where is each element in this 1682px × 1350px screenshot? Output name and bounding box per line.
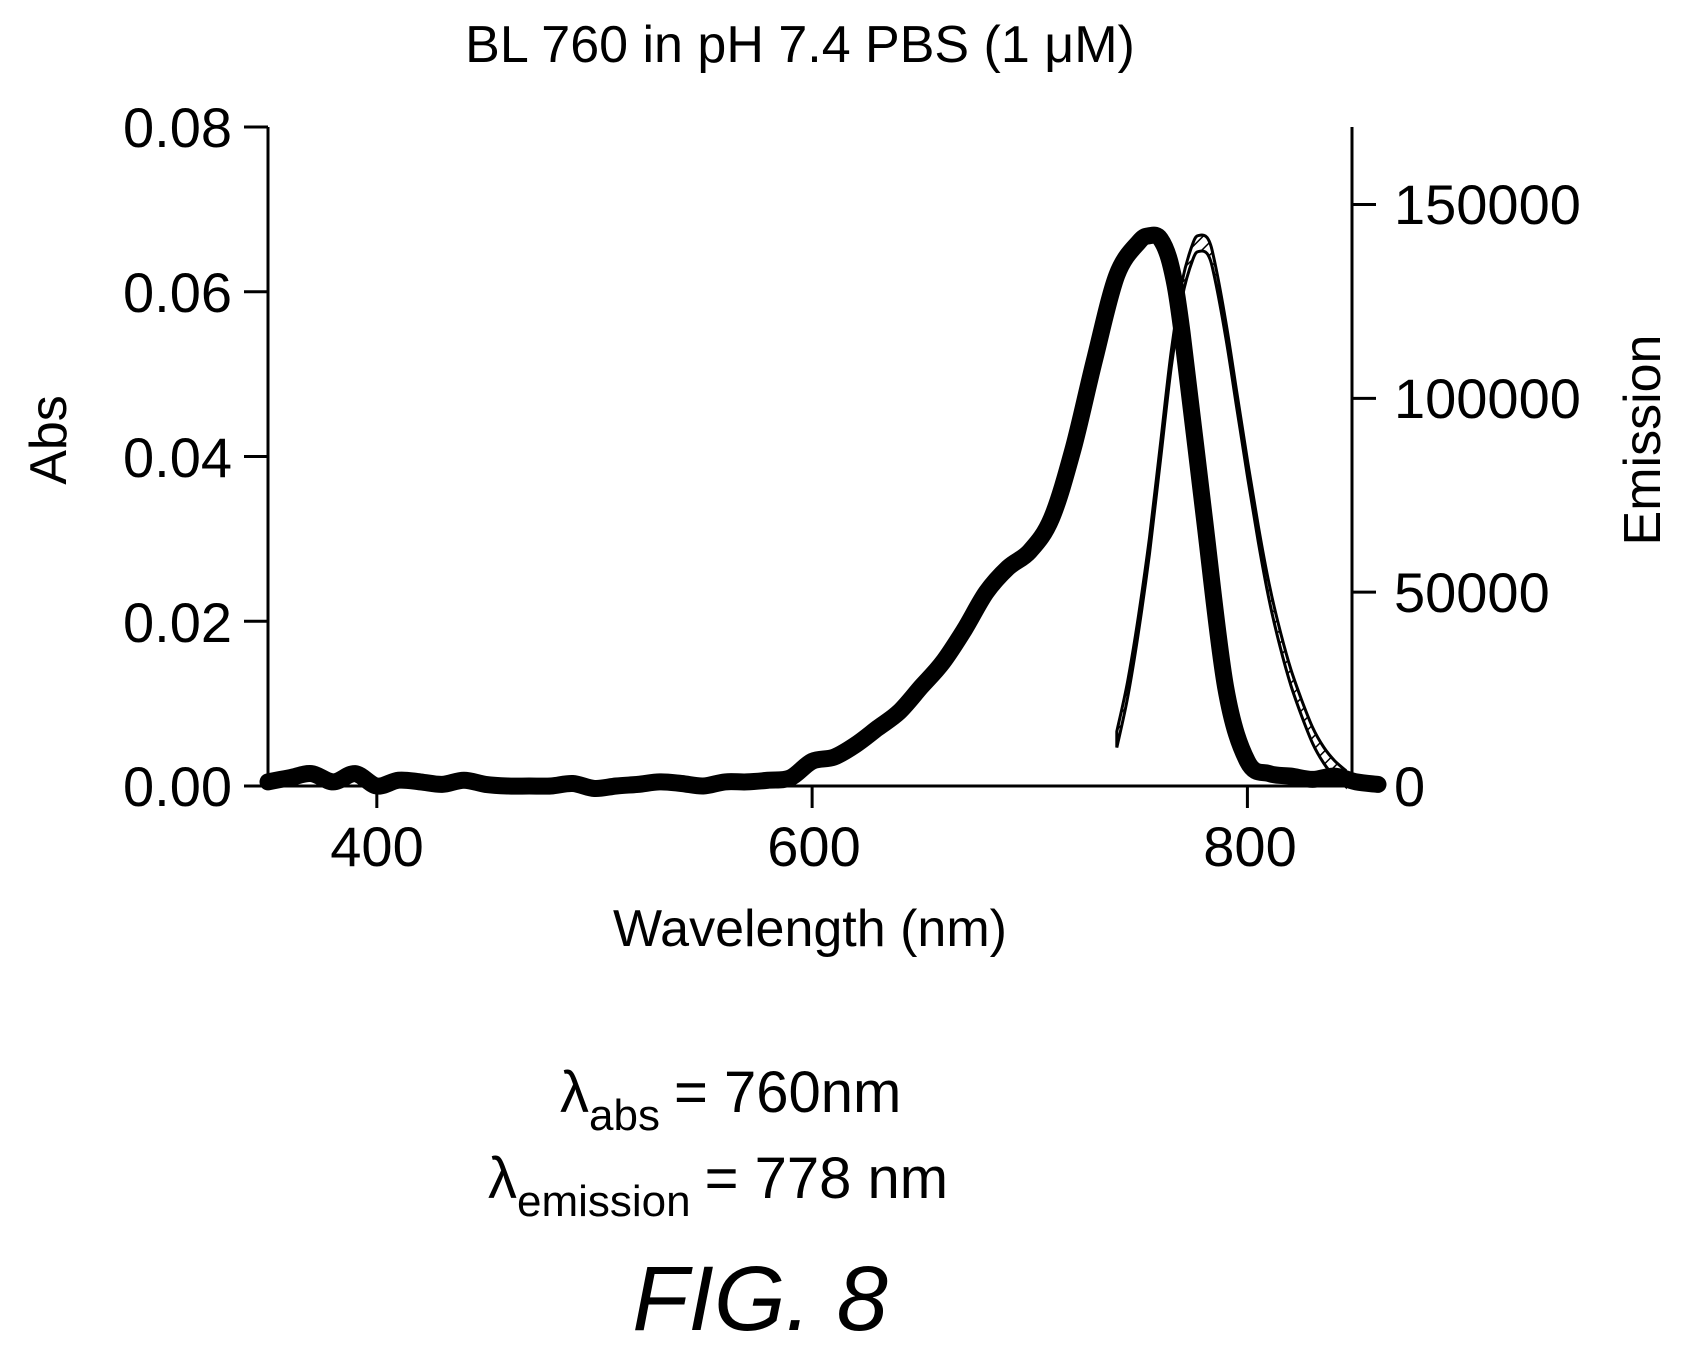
x-tick-label: 400 (330, 815, 423, 878)
abs-value: = 760nm (674, 1060, 901, 1125)
y2-tick-label: 150000 (1394, 173, 1581, 236)
svg-text:λemission= 778 nm: λemission = 778 nm (488, 1146, 948, 1226)
chart-title: BL 760 in pH 7.4 PBS (1 μM) (465, 16, 1135, 74)
abs-subscript: abs (589, 1091, 660, 1140)
y-tick-label: 0.00 (123, 755, 232, 818)
lambda-symbol: λ (488, 1146, 517, 1211)
y-tick-label: 0.04 (123, 426, 232, 489)
y2-tick-label: 50000 (1394, 561, 1550, 624)
y2-tick-label: 100000 (1394, 367, 1581, 430)
svg-text:λabs= 760nm: λabs = 760nm (560, 1060, 901, 1140)
y-tick-label: 0.08 (123, 96, 232, 159)
x-axis-label: Wavelength (nm) (613, 900, 1007, 958)
y-tick-label: 0.06 (123, 261, 232, 324)
emission-annotation: λemission = 778 nm (488, 1146, 948, 1226)
series-absorbance (259, 226, 1387, 798)
figure-label: FIG. 8 (632, 1248, 888, 1350)
abs-annotation: λabs = 760nm (560, 1060, 901, 1140)
x-tick-label: 600 (767, 815, 860, 878)
y-axis-label: Abs (20, 395, 78, 485)
lambda-symbol: λ (560, 1060, 589, 1125)
y2-axis-label: Emission (1614, 335, 1672, 546)
y2-tick-label: 0 (1394, 755, 1425, 818)
x-tick-label: 800 (1203, 815, 1296, 878)
y-tick-label: 0.02 (123, 591, 232, 654)
emission-value: = 778 nm (705, 1146, 948, 1211)
emission-subscript: emission (517, 1177, 691, 1226)
